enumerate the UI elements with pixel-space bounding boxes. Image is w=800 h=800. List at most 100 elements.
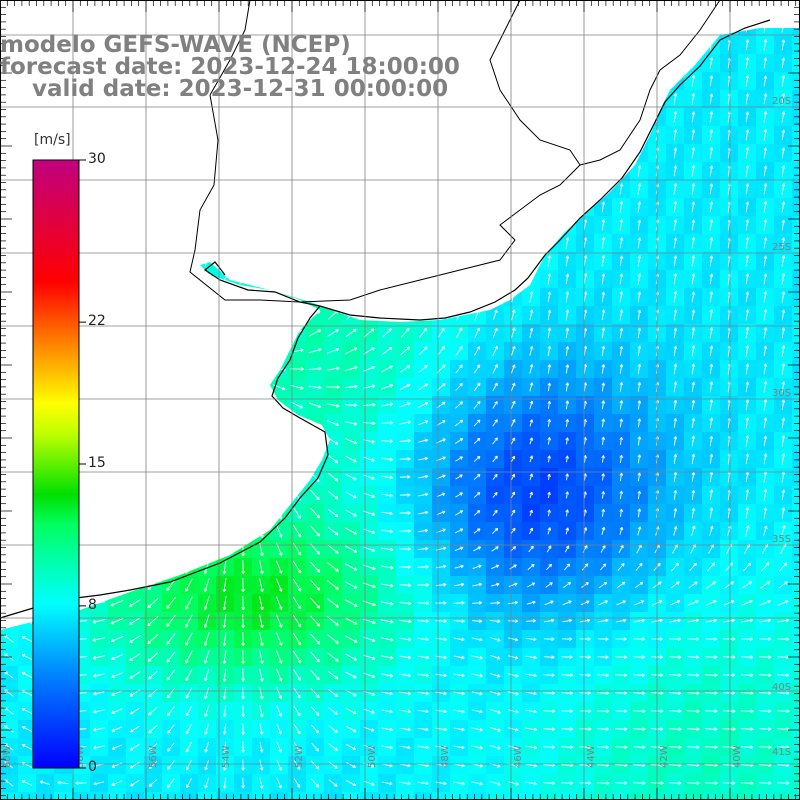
wind-arrow [239,273,247,285]
wind-arrow [222,218,227,231]
wind-arrow [349,236,354,250]
wind-arrow [331,236,336,249]
speed-cell [522,36,541,55]
wind-arrow [364,113,374,121]
wind-arrow [366,201,371,213]
speed-cell [90,360,109,379]
speed-cell [522,90,541,109]
wind-arrow [110,582,124,589]
speed-cell [198,306,217,325]
wind-arrow [110,564,123,571]
speed-cell [594,792,613,800]
speed-cell [108,306,127,325]
speed-cell [126,360,145,379]
speed-cell [378,306,397,325]
speed-cell [252,144,271,163]
speed-cell [126,504,145,523]
wind-arrow [401,130,409,140]
wind-arrow [547,201,552,213]
wind-arrow [291,310,303,320]
wind-arrow [168,255,174,267]
wind-arrow [42,4,48,13]
wind-arrow [254,367,268,372]
speed-cell [540,792,559,800]
wind-arrow [258,28,263,33]
speed-cell [594,0,613,19]
wind-arrow [492,129,497,141]
speed-cell [666,792,685,800]
wind-arrow [222,255,228,267]
speed-cell [90,288,109,307]
wind-arrow [367,254,372,267]
speed-cell [162,126,181,145]
speed-cell [522,54,541,73]
speed-cell [180,414,199,433]
wind-arrow [293,471,301,483]
wind-arrow [511,219,516,231]
wind-arrow [150,381,156,393]
wind-arrow [547,111,552,123]
wind-arrow [166,7,175,12]
wind-arrow [601,165,606,177]
wind-arrow [275,435,283,447]
speed-cell [90,234,109,253]
wind-arrow [691,39,696,51]
speed-cell [108,522,127,541]
wind-arrow [601,93,606,105]
wind-arrow [25,111,29,123]
colorbar-unit: [m/s] [34,132,71,148]
speed-cell [288,144,307,163]
wind-arrow [101,28,105,29]
wind-arrow [4,329,14,338]
latitude-label: 40S [772,682,791,693]
speed-cell [414,108,433,127]
speed-cell [576,162,595,181]
wind-arrow [165,312,178,317]
speed-cell [108,108,127,127]
speed-cell [0,576,19,595]
wind-arrow [167,435,175,447]
speed-cell [756,28,775,37]
speed-cell [504,0,523,19]
wind-arrow [273,311,285,319]
speed-cell [540,180,559,199]
wind-arrow [366,273,373,285]
wind-arrow [93,169,105,173]
speed-cell [126,162,145,181]
wind-arrow [439,237,444,249]
wind-arrow [565,57,570,69]
wind-arrow [237,150,249,155]
speed-cell [162,414,181,433]
wind-arrow [328,148,338,157]
speed-cell [198,162,217,181]
wind-arrow [474,129,479,141]
wind-arrow [456,183,461,195]
wind-arrow [92,547,106,552]
speed-cell [108,252,127,271]
wind-arrow [204,489,210,502]
wind-arrow [148,472,158,482]
wind-arrow [94,418,104,428]
wind-arrow [273,132,285,137]
wind-arrow [241,470,245,484]
wind-arrow [310,454,320,464]
wind-arrow [148,508,158,518]
speed-cell [450,270,469,289]
speed-cell [468,198,487,217]
speed-cell [198,342,217,361]
speed-cell [234,306,253,325]
wind-arrow [164,331,178,336]
speed-cell [270,216,289,235]
speed-cell [558,54,577,73]
speed-cell [468,792,487,800]
speed-cell [90,198,109,217]
wind-arrow [187,237,191,249]
speed-cell [252,198,271,217]
speed-cell [432,144,451,163]
wind-arrow [294,201,300,213]
wind-arrow [474,147,479,159]
wind-arrow [219,114,231,120]
wind-arrow [401,165,408,177]
wind-arrow [309,132,321,138]
wind-arrow [256,184,266,194]
